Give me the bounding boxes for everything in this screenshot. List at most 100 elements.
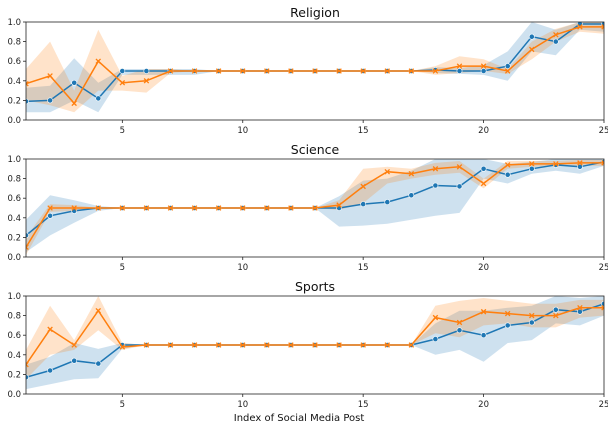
data-point: [528, 165, 535, 172]
data-point: [239, 342, 246, 348]
data-point: [408, 192, 415, 199]
data-point: [119, 344, 126, 350]
chart-title: Religion: [290, 5, 340, 20]
data-point: [47, 212, 53, 219]
y-tick-label: 0.6: [7, 57, 21, 67]
axes-frame: [25, 21, 605, 121]
series-line-blue: [26, 161, 604, 236]
y-tick-label: 0.0: [7, 390, 21, 400]
x-tick-label: 20: [478, 126, 489, 136]
data-point: [408, 170, 415, 177]
data-point: [577, 163, 583, 170]
data-point: [504, 68, 511, 74]
data-point: [480, 63, 487, 69]
data-point: [71, 79, 78, 86]
data-point: [480, 332, 487, 339]
x-tick-label: 20: [478, 263, 489, 273]
axes-frame: [25, 158, 605, 258]
data-point: [504, 162, 511, 168]
data-point: [553, 31, 559, 38]
data-point: [47, 73, 53, 79]
x-tick-label: 15: [358, 263, 369, 273]
y-tick-label: 0.0: [7, 116, 21, 126]
data-point: [95, 58, 102, 64]
data-point: [119, 68, 126, 74]
plot-area: [26, 296, 604, 390]
data-point: [432, 336, 439, 342]
data-point: [47, 367, 53, 374]
chart-panel-religion: 0.0 0.2 0.4 0.6 0.8 1.0 5 10 15 20 25 Religion: [7, 5, 608, 136]
data-point: [456, 327, 463, 334]
data-point: [119, 205, 126, 211]
data-point: [95, 307, 102, 314]
x-tick-label: 10: [237, 263, 248, 273]
data-point: [432, 182, 439, 189]
y-tick-label: 0.4: [7, 351, 21, 361]
confidence-band-blue: [26, 159, 604, 253]
data-point: [456, 68, 463, 74]
data-point: [47, 326, 53, 333]
y-tick-label: 0.6: [7, 331, 21, 341]
data-point: [47, 205, 53, 211]
data-point: [601, 24, 604, 30]
data-point: [143, 68, 150, 74]
y-tick-label: 0.2: [7, 96, 21, 106]
data-point: [384, 342, 391, 348]
data-point: [577, 24, 583, 30]
confidence-band-blue: [26, 296, 604, 390]
data-point: [312, 68, 318, 74]
data-point: [528, 319, 535, 326]
data-point: [26, 244, 29, 250]
data-point: [408, 68, 415, 74]
data-point: [26, 361, 29, 368]
data-point: [384, 168, 391, 175]
y-tick-label: 0.0: [7, 253, 21, 263]
chart-panel-science: 0.0 0.2 0.4 0.6 0.8 1.0 5 10 15 20 25 Science: [7, 142, 608, 273]
data-point: [95, 205, 102, 211]
x-tick-label: 5: [120, 126, 125, 136]
chart-panel-sports: 0.0 0.2 0.4 0.6 0.8 1.0 5 10 15 20 25 Sports Index o…: [7, 279, 608, 424]
data-point: [71, 100, 77, 107]
data-point: [480, 180, 487, 187]
data-point: [528, 46, 535, 53]
data-point: [456, 183, 463, 190]
data-point: [215, 342, 222, 348]
data-point: [432, 68, 439, 74]
data-point: [95, 95, 102, 102]
data-point: [71, 357, 78, 364]
data-point: [264, 342, 270, 348]
data-point: [384, 199, 391, 205]
data-point: [288, 342, 294, 348]
data-point: [71, 205, 77, 211]
data-point: [577, 160, 583, 166]
chart-title: Sports: [295, 279, 335, 294]
data-point: [312, 205, 318, 211]
confidence-band-orange: [26, 22, 604, 113]
y-tick-label: 0.8: [7, 175, 21, 185]
data-point: [288, 205, 294, 211]
data-point: [336, 68, 342, 74]
plot-area: [26, 159, 604, 255]
data-point: [71, 342, 77, 348]
data-point: [480, 308, 487, 315]
data-point: [601, 305, 604, 311]
x-tick-label: 25: [599, 126, 608, 136]
x-tick-label: 15: [358, 400, 369, 410]
data-point: [504, 63, 511, 69]
data-point: [456, 319, 463, 326]
axes-frame: [25, 295, 605, 395]
data-point: [167, 342, 174, 348]
data-point: [119, 80, 126, 86]
confidence-band-orange: [26, 296, 604, 380]
data-point: [552, 306, 559, 313]
data-point: [191, 342, 198, 348]
chart-title: Science: [291, 142, 340, 157]
plot-area: [26, 22, 604, 113]
data-point: [95, 360, 102, 367]
data-point: [528, 161, 535, 167]
y-tick-label: 0.6: [7, 194, 21, 204]
data-point: [26, 80, 29, 87]
data-point: [528, 33, 535, 40]
y-tick-label: 0.4: [7, 77, 21, 87]
data-point: [504, 171, 511, 178]
